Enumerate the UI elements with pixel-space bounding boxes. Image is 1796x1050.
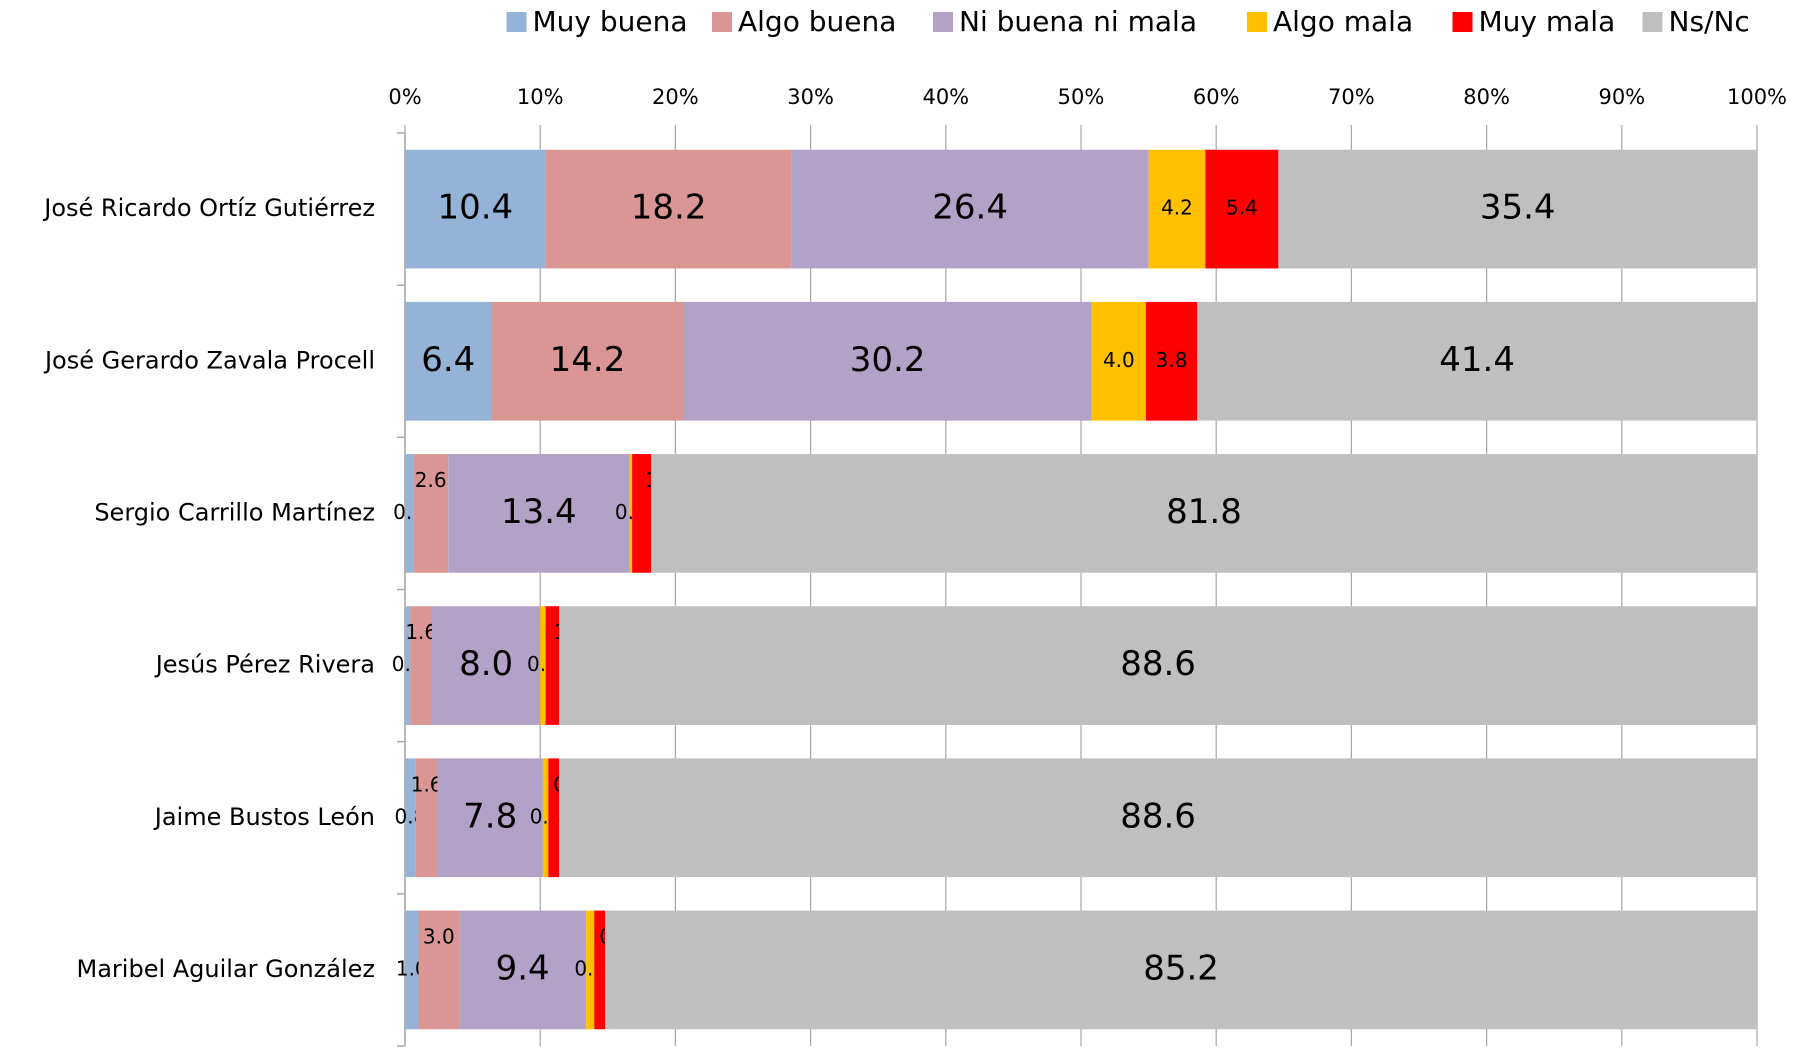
bar-segment (629, 454, 633, 573)
y-tick-label: Jesús Pérez Rivera (154, 651, 375, 679)
x-tick-label: 70% (1328, 85, 1375, 109)
data-label: 8.0 (459, 644, 513, 684)
data-label: 14.2 (550, 340, 626, 380)
legend-swatch (1642, 12, 1663, 32)
bar-segment (632, 454, 652, 573)
bar-segment (405, 301, 492, 421)
bar-segment (405, 606, 411, 725)
data-label: 30.2 (850, 340, 926, 380)
data-label: 18.2 (631, 188, 707, 228)
bar-segment (1197, 301, 1757, 421)
bar-segment (559, 758, 1758, 878)
legend-label: Muy mala (1479, 5, 1616, 38)
y-tick-label: José Gerardo Zavala Procell (43, 346, 375, 374)
legend-swatch (1247, 12, 1267, 32)
bar-segment (405, 454, 414, 573)
bar-segment (559, 606, 1758, 725)
data-label: 88.6 (1120, 644, 1196, 684)
legend-label: Algo mala (1273, 5, 1413, 38)
data-label: 26.4 (932, 188, 1008, 228)
bar-segment (683, 301, 1092, 421)
bar-segment (437, 758, 543, 878)
bar-segment (405, 758, 416, 878)
legend-swatch (712, 12, 732, 32)
legend-label: Muy buena (533, 5, 688, 38)
data-label: 10.4 (437, 188, 513, 228)
data-label: 7.8 (463, 796, 517, 836)
bar-segment (651, 454, 1758, 573)
bar-segment (594, 910, 606, 1030)
data-label: 6.4 (421, 340, 475, 380)
data-label: 3.8 (1156, 348, 1188, 372)
data-label: 4.2 (1161, 196, 1193, 220)
bar-segment (418, 910, 460, 1030)
x-tick-label: 100% (1727, 85, 1787, 109)
legend-label: Ns/Nc (1669, 5, 1750, 38)
data-label: 13.4 (501, 492, 577, 532)
bar-segment (791, 149, 1149, 269)
data-label: 88.6 (1120, 796, 1196, 836)
bar-segment (432, 606, 541, 725)
bar-segment (405, 149, 546, 269)
x-tick-label: 20% (652, 85, 699, 109)
bar-segment (405, 910, 419, 1030)
bar-segment (1148, 149, 1206, 269)
data-label: 9.4 (496, 948, 550, 988)
x-tick-label: 60% (1193, 85, 1240, 109)
x-tick-label: 30% (787, 85, 834, 109)
bar-segment (545, 606, 560, 725)
data-label: 3.0 (423, 924, 455, 948)
bar-segment (586, 910, 595, 1030)
bar-segment (545, 149, 792, 269)
bar-segment (605, 910, 1758, 1030)
bar-segment (548, 758, 560, 878)
y-tick-label: Sergio Carrillo Martínez (94, 498, 375, 526)
bar-segment (1091, 301, 1146, 421)
x-tick-label: 90% (1598, 85, 1645, 109)
legend-label: Algo buena (738, 5, 896, 38)
bar-segment (410, 606, 433, 725)
data-label: 35.4 (1480, 188, 1556, 228)
x-tick-label: 0% (388, 85, 421, 109)
legend-swatch (506, 12, 527, 32)
legend-label: Ni buena ni mala (959, 5, 1197, 38)
data-label: 81.8 (1166, 492, 1242, 532)
data-label: 1.6 (405, 620, 437, 644)
bar-segment (413, 454, 449, 573)
x-tick-label: 50% (1058, 85, 1105, 109)
data-label: 4.0 (1103, 348, 1135, 372)
bar-segment (415, 758, 438, 878)
x-tick-label: 10% (517, 85, 564, 109)
data-label: 2.6 (415, 468, 447, 492)
bar-segment (1205, 149, 1279, 269)
legend-swatch (1452, 12, 1473, 32)
y-tick-label: José Ricardo Ortíz Gutiérrez (42, 194, 375, 222)
bar-segment (448, 454, 630, 573)
bar-segment (491, 301, 684, 421)
data-label: 85.2 (1143, 948, 1219, 988)
data-label: 5.4 (1226, 196, 1258, 220)
bar-segment (1145, 301, 1198, 421)
legend-swatch (933, 12, 953, 32)
data-label: 41.4 (1439, 340, 1515, 380)
bar-segment (459, 910, 587, 1030)
y-tick-label: Maribel Aguilar González (77, 955, 375, 983)
bar-segment (1278, 149, 1757, 269)
bar-segment (540, 606, 546, 725)
x-tick-label: 40% (922, 85, 969, 109)
bar-segment (542, 758, 549, 878)
x-tick-label: 80% (1463, 85, 1510, 109)
data-label: 1.6 (411, 772, 443, 796)
y-tick-label: Jaime Bustos León (153, 803, 375, 831)
